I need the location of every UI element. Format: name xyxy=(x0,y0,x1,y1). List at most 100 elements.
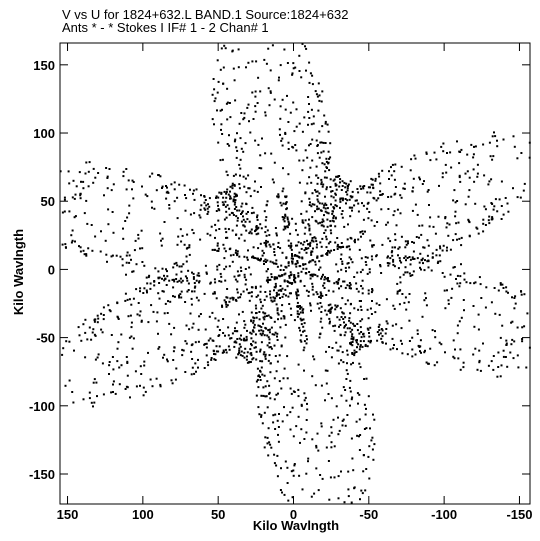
uv-point xyxy=(311,274,314,277)
uv-point xyxy=(229,337,232,340)
uv-point xyxy=(146,291,148,294)
uv-point xyxy=(281,137,284,140)
uv-point xyxy=(291,73,294,76)
uv-point xyxy=(128,298,131,301)
uv-point xyxy=(324,309,327,312)
uv-point xyxy=(276,293,279,296)
uv-point xyxy=(198,281,200,284)
uv-point xyxy=(63,210,66,213)
uv-point xyxy=(473,282,476,285)
uv-point xyxy=(353,204,356,207)
uv-point xyxy=(134,370,137,373)
uv-point xyxy=(138,314,141,317)
uv-point xyxy=(334,217,337,220)
uv-point xyxy=(214,236,216,239)
uv-point xyxy=(432,225,435,228)
uv-point xyxy=(348,386,351,389)
uv-point xyxy=(253,317,256,320)
uv-point xyxy=(398,246,401,249)
uv-point xyxy=(350,501,353,504)
uv-point xyxy=(283,279,286,282)
uv-point xyxy=(332,179,335,182)
uv-point xyxy=(278,293,280,296)
uv-point xyxy=(203,367,206,369)
uv-point xyxy=(421,224,424,227)
uv-point xyxy=(324,170,327,173)
uv-point xyxy=(240,233,243,236)
uv-point xyxy=(332,217,335,219)
uv-point xyxy=(297,290,299,293)
uv-point xyxy=(497,366,500,368)
uv-point xyxy=(233,140,236,143)
uv-point xyxy=(322,225,325,228)
uv-point xyxy=(144,390,147,393)
uv-point xyxy=(225,192,228,195)
uv-point xyxy=(300,323,303,326)
uv-point xyxy=(340,285,343,288)
uv-point xyxy=(234,327,236,330)
uv-point xyxy=(329,311,332,314)
uv-point xyxy=(297,294,300,297)
uv-point xyxy=(488,180,491,183)
uv-point xyxy=(262,260,265,263)
uv-point xyxy=(223,218,226,221)
uv-point xyxy=(212,292,215,295)
uv-point xyxy=(250,311,253,314)
uv-point xyxy=(336,270,339,273)
uv-point xyxy=(357,191,360,194)
uv-point xyxy=(369,239,372,242)
uv-point xyxy=(331,219,334,222)
uv-point xyxy=(476,227,479,230)
uv-point xyxy=(341,263,344,265)
uv-point xyxy=(430,269,433,272)
uv-point xyxy=(82,323,85,326)
uv-point xyxy=(320,100,323,103)
uv-point xyxy=(274,297,277,300)
uv-point xyxy=(342,280,345,283)
uv-point xyxy=(326,207,329,210)
uv-point xyxy=(419,339,422,342)
uv-point xyxy=(260,341,263,344)
uv-point xyxy=(352,361,354,364)
uv-point xyxy=(252,330,255,333)
uv-point xyxy=(351,341,354,343)
uv-point xyxy=(283,406,285,409)
uv-point xyxy=(316,152,319,155)
uv-point xyxy=(226,101,229,104)
uv-point xyxy=(381,341,384,344)
uv-point xyxy=(321,477,324,480)
uv-point xyxy=(112,231,115,234)
uv-point xyxy=(339,206,341,209)
uv-point xyxy=(362,454,365,457)
uv-point xyxy=(359,231,362,234)
uv-point xyxy=(268,384,271,387)
uv-point xyxy=(88,391,91,394)
uv-point xyxy=(163,312,166,315)
uv-point xyxy=(185,342,188,345)
uv-point xyxy=(346,199,349,202)
uv-point xyxy=(307,294,310,297)
uv-point xyxy=(300,270,303,273)
uv-point xyxy=(409,169,412,172)
uv-point xyxy=(327,250,330,253)
uv-point xyxy=(315,446,318,449)
uv-point xyxy=(126,360,129,363)
uv-point xyxy=(326,278,329,281)
uv-point xyxy=(236,252,238,255)
uv-point xyxy=(456,238,458,241)
uv-point xyxy=(85,253,88,256)
uv-point xyxy=(250,319,253,322)
uv-point xyxy=(256,367,259,370)
uv-point xyxy=(498,198,501,201)
uv-point xyxy=(317,176,320,179)
uv-point xyxy=(153,207,156,210)
uv-point xyxy=(184,275,187,278)
uv-point xyxy=(368,335,371,338)
uv-point xyxy=(153,280,156,283)
uv-point xyxy=(367,289,370,292)
uv-point xyxy=(512,187,514,190)
uv-point xyxy=(255,333,257,336)
uv-point xyxy=(291,260,293,263)
uv-point xyxy=(173,200,176,203)
uv-point xyxy=(324,122,327,125)
